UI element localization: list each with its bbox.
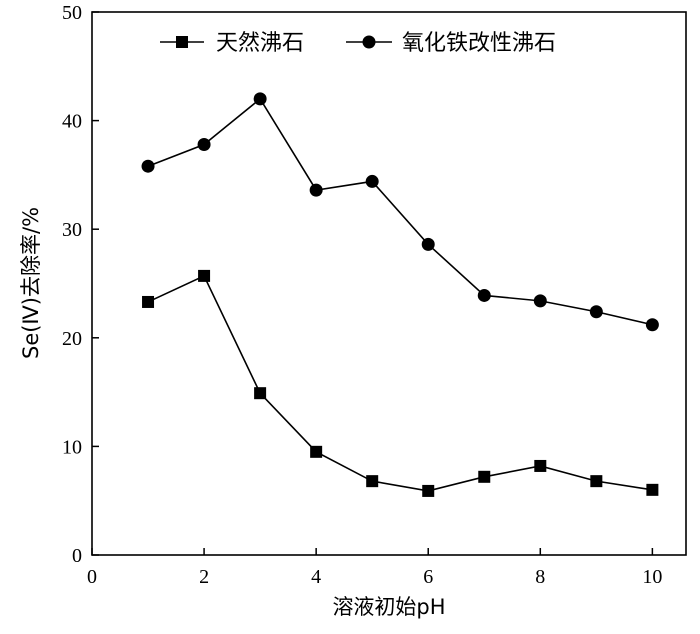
y-tick-label: 10 bbox=[62, 436, 82, 458]
square-marker bbox=[310, 445, 323, 458]
square-marker bbox=[366, 475, 379, 488]
x-tick-label: 8 bbox=[535, 566, 545, 588]
series-line bbox=[147, 97, 653, 326]
circle-marker bbox=[645, 318, 659, 332]
circle-marker bbox=[197, 137, 211, 151]
x-tick-label: 0 bbox=[87, 566, 97, 588]
legend-square-marker bbox=[176, 36, 188, 48]
square-marker bbox=[142, 295, 155, 308]
series-1 bbox=[142, 269, 659, 497]
square-marker bbox=[198, 269, 211, 282]
y-tick-label: 0 bbox=[72, 545, 82, 567]
square-marker bbox=[534, 459, 547, 472]
plot-frame bbox=[91, 11, 687, 556]
circle-marker bbox=[477, 288, 491, 302]
y-tick-label: 20 bbox=[62, 328, 82, 350]
circle-marker bbox=[309, 183, 323, 197]
y-tick-label: 30 bbox=[62, 219, 82, 241]
square-marker bbox=[422, 484, 435, 497]
legend-label: 氧化铁改性沸石 bbox=[402, 31, 556, 56]
series-line bbox=[147, 274, 653, 492]
y-tick-label: 50 bbox=[62, 2, 82, 24]
legend-circle-marker bbox=[362, 35, 376, 49]
circle-marker bbox=[253, 92, 267, 106]
series-2 bbox=[141, 92, 659, 332]
x-axis-title: 溶液初始pH bbox=[332, 595, 445, 619]
y-tick-label: 40 bbox=[62, 111, 82, 133]
circle-marker bbox=[421, 237, 435, 251]
data-series bbox=[141, 92, 659, 497]
square-marker bbox=[478, 470, 491, 483]
circle-marker bbox=[589, 305, 603, 319]
circle-marker bbox=[533, 294, 547, 308]
square-marker bbox=[254, 387, 267, 400]
circle-marker bbox=[141, 159, 155, 173]
y-axis-title: Se(Ⅳ)去除率/% bbox=[19, 207, 43, 359]
legend-item: 天然沸石 bbox=[160, 31, 304, 56]
square-marker bbox=[646, 483, 659, 496]
axis-ticks: 0 2 4 6 8 10 0 10 20 30 40 50 bbox=[62, 2, 662, 588]
legend: 天然沸石 氧化铁改性沸石 bbox=[160, 31, 556, 56]
square-marker bbox=[590, 475, 603, 488]
x-tick-label: 2 bbox=[199, 566, 209, 588]
x-tick-label: 10 bbox=[642, 566, 662, 588]
circle-marker bbox=[365, 174, 379, 188]
x-tick-label: 4 bbox=[311, 566, 321, 588]
legend-label: 天然沸石 bbox=[216, 31, 304, 56]
legend-item: 氧化铁改性沸石 bbox=[346, 31, 556, 56]
x-tick-label: 6 bbox=[423, 566, 433, 588]
